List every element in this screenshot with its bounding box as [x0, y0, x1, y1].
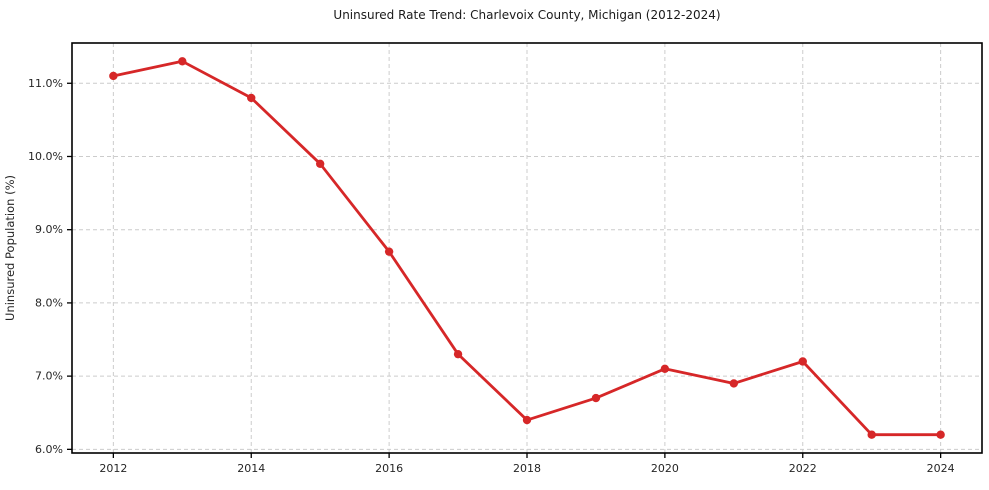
data-point-2023: [867, 430, 876, 439]
y-tick-label: 10.0%: [28, 150, 63, 163]
data-point-2019: [591, 393, 601, 403]
data-point-2020: [660, 364, 670, 374]
data-point-2018: [522, 415, 532, 425]
y-tick-label: 7.0%: [35, 370, 63, 383]
data-point-2022: [798, 357, 807, 366]
data-point-2021: [729, 379, 739, 388]
data-point-2017: [453, 349, 463, 359]
y-tick-label: 11.0%: [28, 77, 63, 90]
data-point-2024: [936, 430, 945, 439]
y-axis-label: Uninsured Population (%): [3, 175, 17, 321]
data-point-2012: [109, 71, 118, 81]
y-tick-label: 9.0%: [35, 223, 63, 236]
data-point-2013: [178, 57, 187, 66]
x-tick-label: 2020: [651, 462, 679, 475]
data-point-2016: [384, 247, 394, 256]
x-tick-label: 2022: [789, 462, 817, 475]
tick-labels: 6.0% 7.0% 8.0% 9.0% 10.0% 11.0% 2012 2014 2016 20…: [28, 77, 955, 475]
gridlines: [72, 43, 982, 453]
x-tick-label: 2024: [927, 462, 955, 475]
x-tick-label: 2018: [513, 462, 541, 475]
data-point-2014: [247, 93, 256, 103]
y-tick-label: 6.0%: [35, 443, 63, 456]
data-point-2015: [315, 159, 325, 169]
x-tick-label: 2016: [375, 462, 403, 475]
y-tick-label: 8.0%: [35, 296, 63, 309]
data-series: [109, 57, 945, 439]
axis-ticks: [67, 82, 942, 458]
chart-title: Uninsured Rate Trend: Charlevoix County,…: [333, 8, 721, 22]
x-tick-label: 2014: [237, 462, 265, 475]
x-tick-label: 2012: [99, 462, 127, 475]
